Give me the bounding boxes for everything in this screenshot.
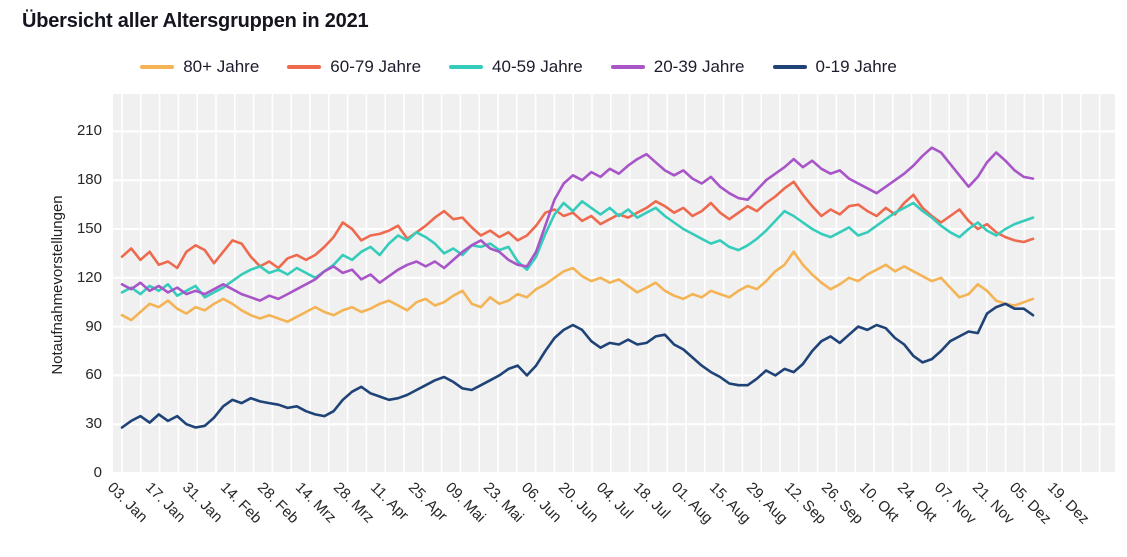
line-series-0 (120, 250, 1035, 324)
chart-title: Übersicht aller Altersgruppen in 2021 (22, 10, 369, 32)
legend-item-20-39: 20-39 Jahre (610, 57, 745, 77)
legend: 80+ Jahre 60-79 Jahre 40-59 Jahre 20-39 … (0, 57, 1082, 77)
y-tick-label: 0 (93, 464, 102, 481)
y-tick-label: 180 (76, 171, 102, 189)
y-tick-label: 60 (85, 366, 102, 384)
y-axis-title: Notaufnahmevorstellungen (49, 195, 66, 375)
line-series-2 (120, 200, 1035, 299)
y-tick-label: 120 (76, 268, 102, 286)
legend-swatch-40-59 (449, 65, 484, 69)
legend-item-60-79: 60-79 Jahre (287, 57, 421, 77)
legend-label-0-19: 0-19 Jahre (815, 57, 897, 76)
legend-swatch-60-79 (287, 65, 322, 69)
line-series-4 (120, 302, 1035, 429)
legend-label-20-39: 20-39 Jahre (653, 57, 745, 76)
plot-background (113, 94, 1115, 473)
legend-item-0-19: 0-19 Jahre (772, 57, 897, 77)
y-tick-label: 150 (76, 220, 102, 237)
y-tick-label: 90 (85, 317, 102, 335)
legend-swatch-80plus (140, 65, 175, 69)
legend-item-40-59: 40-59 Jahre (449, 57, 583, 77)
y-tick-label: 30 (85, 415, 102, 433)
legend-swatch-0-19 (772, 65, 807, 69)
legend-label-40-59: 40-59 Jahre (492, 57, 583, 76)
legend-label-80plus: 80+ Jahre (183, 57, 260, 76)
line-series-3 (120, 146, 1035, 302)
legend-swatch-20-39 (610, 65, 645, 69)
legend-label-60-79: 60-79 Jahre (330, 57, 422, 76)
y-tick-label: 210 (76, 122, 102, 140)
line-series-1 (120, 180, 1035, 270)
legend-item-80plus: 80+ Jahre (140, 57, 259, 77)
